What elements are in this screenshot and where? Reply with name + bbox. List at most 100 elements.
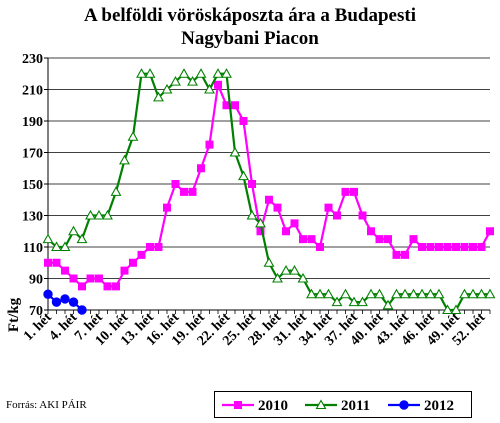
- data-point-2011: [229, 146, 241, 157]
- data-point-2011: [382, 299, 394, 310]
- data-point-2011: [374, 288, 385, 299]
- axes: [44, 57, 491, 314]
- data-point-2010: [418, 243, 426, 251]
- data-point-2011: [297, 272, 309, 283]
- gridlines: [48, 57, 490, 279]
- data-point-2011: [102, 209, 113, 220]
- data-point-2010: [486, 227, 494, 236]
- data-point-2011: [187, 76, 198, 86]
- data-point-2010: [409, 235, 418, 244]
- data-point-2010: [299, 235, 307, 244]
- y-tick-label: 110: [23, 241, 43, 256]
- data-point-2010: [171, 180, 180, 188]
- data-point-2010: [78, 282, 86, 291]
- data-point-2011: [170, 76, 181, 86]
- data-point-2011: [399, 288, 411, 299]
- data-point-2010: [375, 235, 384, 244]
- data-point-2010: [401, 250, 409, 259]
- data-point-2010: [44, 258, 52, 267]
- data-point-2010: [273, 203, 282, 212]
- data-point-2011: [178, 68, 190, 78]
- data-point-2010: [290, 219, 299, 228]
- data-point-2010: [231, 101, 239, 110]
- data-point-2011: [459, 288, 470, 299]
- data-point-2010: [307, 235, 316, 244]
- data-point-2010: [350, 187, 358, 196]
- series-2010: [44, 80, 494, 291]
- data-point-2011: [476, 288, 487, 299]
- data-point-2011: [76, 233, 88, 244]
- data-point-2010: [239, 117, 248, 125]
- data-point-2010: [392, 250, 401, 259]
- data-point-2010: [324, 203, 333, 212]
- data-point-2010: [188, 187, 197, 196]
- data-point-2011: [425, 288, 436, 299]
- legend: [214, 391, 472, 418]
- data-point-2011: [408, 288, 419, 299]
- series-2012: [43, 289, 87, 315]
- data-point-2011: [272, 272, 283, 283]
- data-point-2010: [282, 227, 290, 236]
- data-point-2010: [61, 266, 69, 275]
- data-point-2010: [443, 243, 452, 251]
- x-tick-label: 1. hét: [21, 310, 55, 344]
- data-point-2011: [110, 186, 122, 196]
- y-tick-label: 170: [22, 147, 43, 162]
- data-point-2011: [323, 288, 334, 299]
- data-point-2011: [127, 131, 139, 141]
- data-point-2011: [433, 288, 445, 299]
- data-point-2010: [248, 180, 256, 188]
- chart-title-line-2: Nagybani Piacon: [181, 28, 319, 49]
- data-point-2010: [477, 243, 486, 251]
- data-point-2011: [42, 233, 54, 244]
- series-2011: [42, 68, 496, 315]
- y-tick-label: 210: [22, 84, 43, 99]
- data-point-2011: [365, 288, 377, 299]
- series-group: [42, 68, 496, 315]
- data-point-2010: [435, 243, 443, 251]
- data-point-2011: [144, 68, 156, 78]
- y-tick-labels: 70 90 110 130 150 170 190 210 230: [22, 52, 43, 319]
- data-point-2011: [221, 68, 232, 78]
- data-point-2010: [112, 282, 120, 291]
- data-point-2011: [93, 209, 105, 220]
- data-point-2010: [341, 187, 350, 196]
- data-point-2010: [384, 235, 392, 244]
- data-point-2010: [163, 203, 171, 212]
- data-point-2010: [137, 250, 146, 259]
- data-point-2011: [331, 296, 343, 307]
- data-point-2010: [146, 243, 154, 251]
- data-point-2012: [77, 305, 87, 315]
- data-point-2011: [161, 83, 173, 94]
- data-point-2010: [460, 243, 469, 251]
- data-point-2010: [180, 187, 188, 196]
- data-point-2012: [51, 297, 62, 307]
- chart-title-line-1: A belföldi vöröskáposzta ára a Budapesti: [83, 5, 416, 26]
- source-note: Forrás: AKI PÁIR: [6, 399, 87, 411]
- data-point-2010: [95, 274, 103, 283]
- data-point-2011: [314, 288, 326, 299]
- data-point-2011: [357, 296, 368, 307]
- data-point-2010: [452, 243, 460, 251]
- data-point-2011: [51, 241, 62, 252]
- data-point-2010: [367, 227, 375, 236]
- data-point-2010: [103, 282, 112, 291]
- data-point-2012: [60, 294, 70, 304]
- data-point-2011: [280, 265, 292, 275]
- data-point-2011: [263, 257, 275, 267]
- data-point-2010: [120, 266, 129, 275]
- data-point-2010: [205, 140, 214, 149]
- data-point-2010: [265, 195, 273, 204]
- data-point-2012: [43, 289, 53, 299]
- data-point-2010: [426, 243, 435, 251]
- data-point-2010: [316, 243, 324, 251]
- y-axis-label: Ft/kg: [6, 297, 22, 332]
- data-point-2010: [333, 211, 341, 220]
- data-point-2011: [442, 304, 453, 315]
- data-point-2011: [348, 296, 360, 307]
- data-point-2011: [484, 288, 496, 299]
- x-tick-label: 4. hét: [47, 310, 81, 344]
